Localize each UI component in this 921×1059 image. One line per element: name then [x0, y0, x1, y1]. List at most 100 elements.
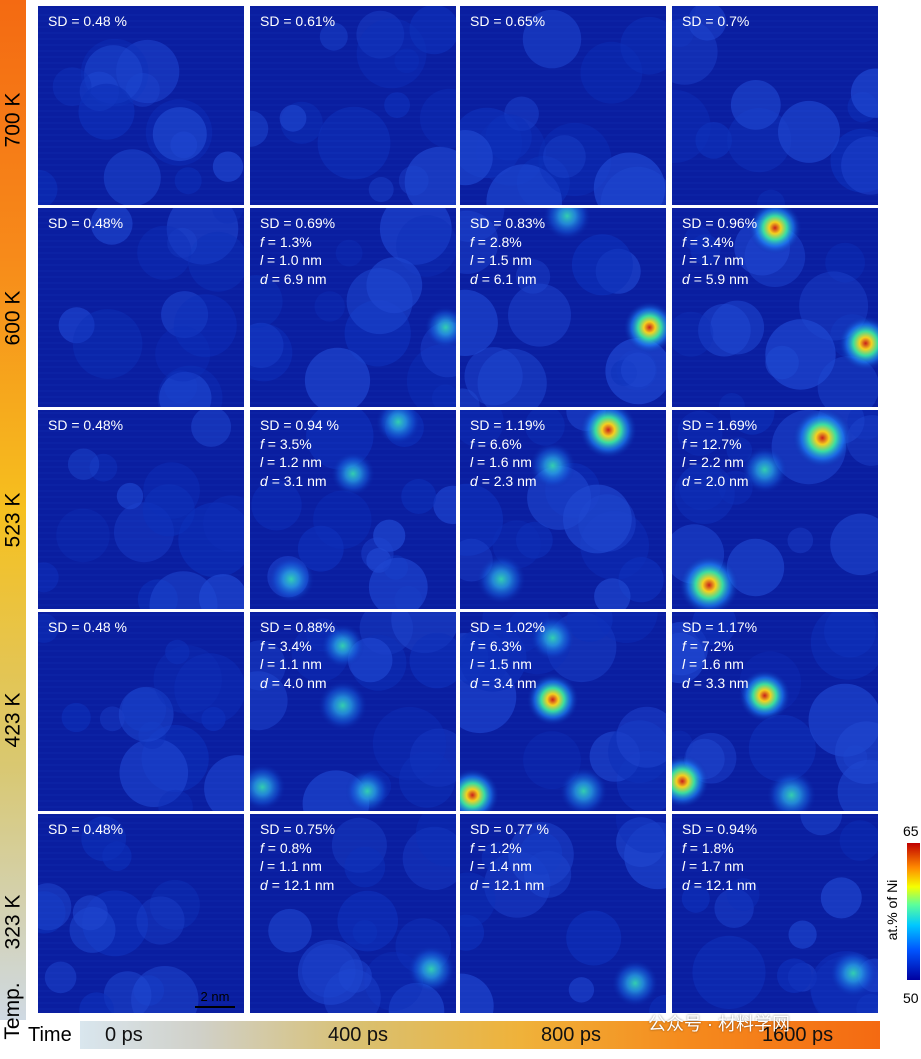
l-value-symbol: l	[470, 656, 477, 672]
map-image	[38, 612, 244, 811]
f-value-symbol: f	[682, 839, 690, 856]
ni-cluster	[623, 301, 666, 354]
l-value: = 1.1 nm	[267, 656, 322, 672]
sd-value: SD = 1.19%	[470, 417, 546, 433]
map-image	[460, 612, 666, 811]
map-image	[38, 208, 244, 407]
l-value-line: l = 1.7 nm	[682, 251, 757, 270]
l-value: = 1.0 nm	[267, 252, 322, 268]
ni-cluster	[767, 770, 816, 811]
d-value: = 6.9 nm	[271, 270, 327, 287]
f-value-symbol: f	[260, 233, 268, 250]
map-image	[460, 814, 666, 1013]
f-value-line: f = 1.8%	[682, 839, 757, 858]
f-value: = 1.3%	[267, 233, 312, 250]
ni-cluster	[321, 624, 365, 668]
panel-annotation: SD = 0.61%	[260, 12, 335, 31]
ni-cluster	[559, 767, 608, 811]
d-value-symbol: d	[682, 472, 694, 489]
f-value-symbol: f	[260, 637, 268, 654]
l-value-line: l = 1.0 nm	[260, 251, 335, 270]
sd-value: SD = 1.02%	[470, 619, 546, 635]
ni-concentration-map: SD = 0.48%	[38, 208, 244, 407]
l-value: = 1.6 nm	[477, 454, 532, 470]
f-value: = 7.2%	[689, 637, 734, 654]
map-image	[672, 612, 878, 811]
map-image	[250, 6, 456, 205]
l-value-symbol: l	[260, 454, 267, 470]
l-value: = 1.7 nm	[689, 858, 744, 874]
ni-concentration-map: SD = 0.88% f = 3.4% l = 1.1 nm d = 4.0 nm	[250, 612, 456, 811]
panel-annotation: SD = 0.88% f = 3.4% l = 1.1 nm d = 4.0 nm	[260, 618, 335, 692]
d-value-symbol: d	[260, 674, 272, 691]
d-value: = 2.0 nm	[693, 472, 749, 489]
temperature-label-text: 523 K	[1, 492, 25, 548]
ni-cluster	[376, 410, 421, 445]
d-value-line: d = 3.4 nm	[470, 674, 545, 693]
f-value-symbol: f	[682, 233, 690, 250]
colorbar-title: at.% of Ni	[884, 879, 900, 941]
d-value-symbol: d	[470, 270, 482, 287]
time-label: 400 ps	[328, 1024, 389, 1046]
panel-annotation: SD = 0.7%	[682, 12, 749, 31]
temperature-label: 423 K	[0, 660, 26, 780]
map-image	[250, 814, 456, 1013]
ni-cluster	[529, 442, 576, 489]
watermark: 公众号 · 材料学网	[648, 1014, 790, 1034]
f-value: = 3.4%	[267, 637, 312, 654]
f-value: = 2.8%	[477, 233, 522, 250]
temperature-gradient-bar	[0, 0, 26, 1020]
f-value-line: f = 3.4%	[682, 233, 757, 252]
map-image	[672, 410, 878, 609]
temperature-label: 523 K	[0, 460, 26, 580]
ni-concentration-map: SD = 0.77 % f = 1.2% l = 1.4 nm d = 12.1 nm	[460, 814, 666, 1013]
panel-annotation: SD = 0.48 %	[48, 12, 127, 31]
map-image	[460, 208, 666, 407]
d-value: = 6.1 nm	[481, 270, 537, 287]
l-value-symbol: l	[260, 858, 267, 874]
f-value-line: f = 12.7%	[682, 435, 757, 454]
d-value: = 3.4 nm	[481, 674, 537, 691]
panel-annotation: SD = 1.19% f = 6.6% l = 1.6 nm d = 2.3 nm	[470, 416, 545, 490]
map-image	[672, 208, 878, 407]
l-value-line: l = 1.7 nm	[682, 857, 757, 876]
sd-value: SD = 0.77 %	[470, 821, 549, 837]
panel-annotation: SD = 0.48%	[48, 820, 123, 839]
ni-cluster	[672, 754, 709, 808]
temperature-axis-title: Temp.	[1, 982, 24, 1040]
ni-cluster	[268, 556, 315, 603]
l-value-symbol: l	[682, 858, 689, 874]
l-value-line: l = 1.2 nm	[260, 453, 339, 472]
d-value-symbol: d	[682, 270, 694, 287]
sd-value: SD = 0.48 %	[48, 13, 127, 29]
temperature-label: 700 K	[0, 60, 26, 180]
scale-bar-label: 2 nm	[200, 989, 230, 1004]
ni-cluster	[460, 768, 499, 811]
l-value-line: l = 1.1 nm	[260, 857, 335, 876]
d-value-line: d = 3.3 nm	[682, 674, 757, 693]
l-value-symbol: l	[470, 858, 477, 874]
map-image	[672, 814, 878, 1013]
d-value-line: d = 2.3 nm	[470, 472, 545, 491]
d-value-symbol: d	[682, 674, 694, 691]
ni-concentration-map: SD = 1.17% f = 7.2% l = 1.6 nm d = 3.3 nm	[672, 612, 878, 811]
f-value-symbol: f	[470, 435, 478, 452]
sd-value: SD = 0.48%	[48, 821, 124, 837]
map-image	[250, 612, 456, 811]
ni-concentration-map: SD = 0.94% f = 1.8% l = 1.7 nm d = 12.1 nm	[672, 814, 878, 1013]
panel-annotation: SD = 0.48 %	[48, 618, 127, 637]
map-image	[250, 410, 456, 609]
f-value: = 3.4%	[689, 233, 734, 250]
ni-cluster	[838, 316, 878, 371]
f-value-line: f = 3.4%	[260, 637, 335, 656]
temperature-label: 600 K	[0, 258, 26, 378]
f-value-line: f = 1.3%	[260, 233, 335, 252]
ni-concentration-map: SD = 0.61%	[250, 6, 456, 205]
ni-concentration-map: SD = 0.94 % f = 3.5% l = 1.2 nm d = 3.1 nm	[250, 410, 456, 609]
panel-annotation: SD = 0.77 % f = 1.2% l = 1.4 nm d = 12.1 nm	[470, 820, 549, 894]
ni-concentration-map: SD = 0.75% f = 0.8% l = 1.1 nm d = 12.1 nm	[250, 814, 456, 1013]
time-gradient-bar	[80, 1021, 880, 1049]
l-value-symbol: l	[682, 454, 689, 470]
f-value-symbol: f	[470, 233, 478, 250]
ni-cluster	[318, 681, 368, 730]
